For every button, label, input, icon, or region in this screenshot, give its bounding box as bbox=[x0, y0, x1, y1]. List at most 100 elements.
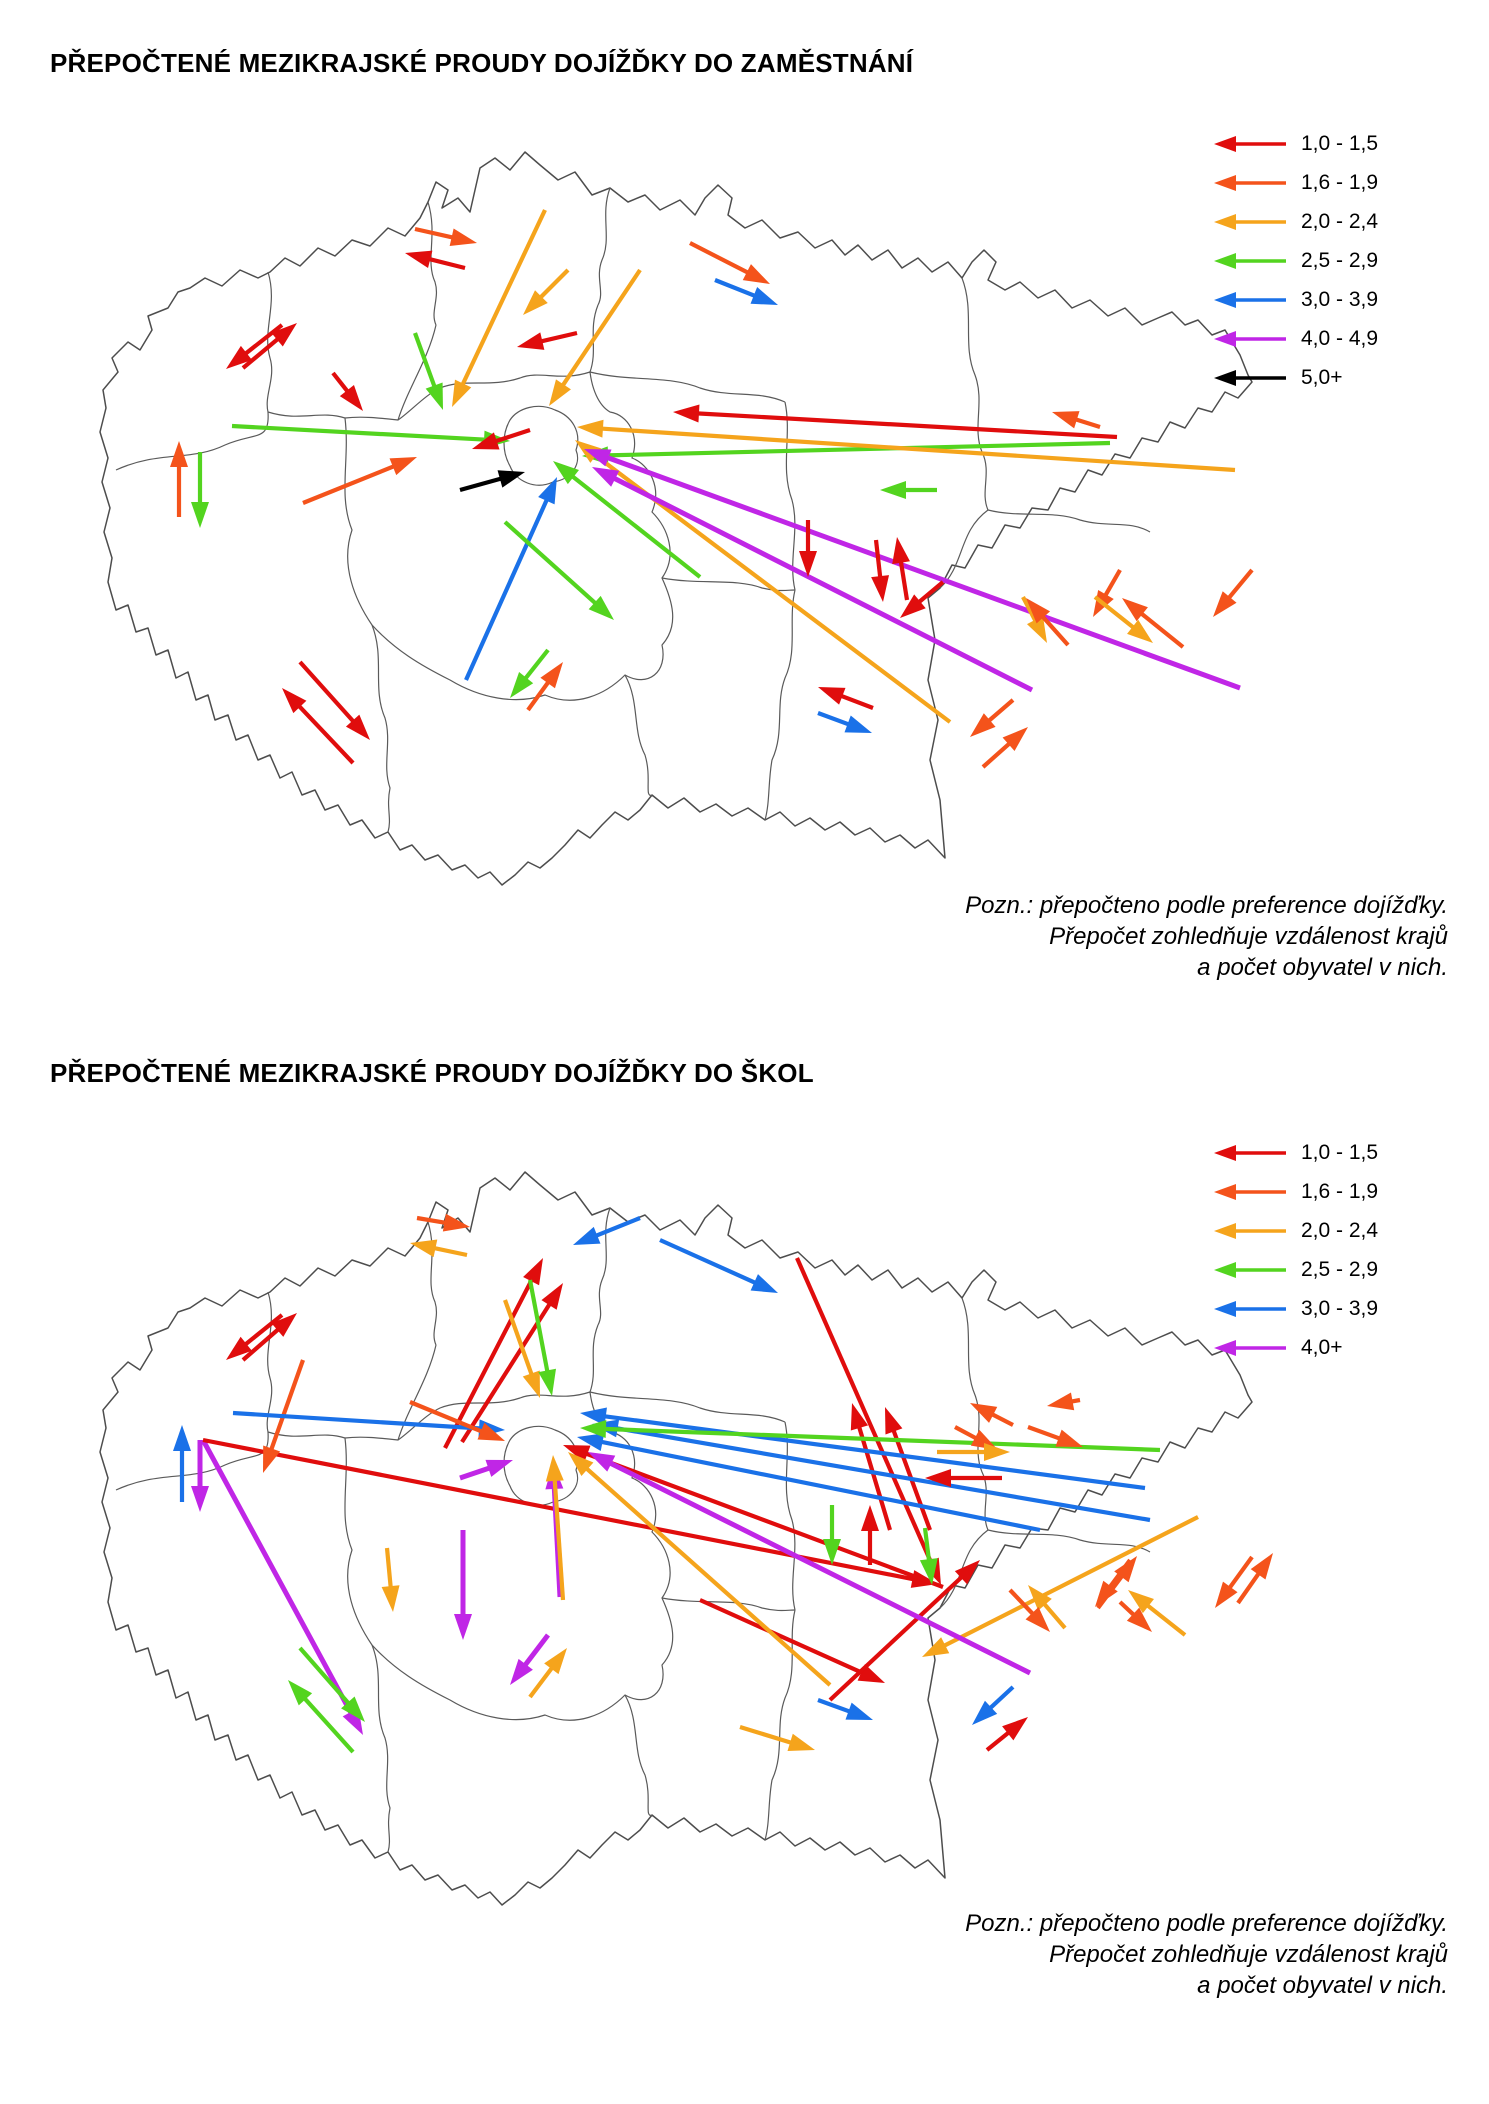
flow-arrow-head bbox=[497, 470, 525, 488]
legend-arrow-icon bbox=[1214, 1222, 1286, 1239]
legend-arrow-icon bbox=[1214, 1339, 1286, 1356]
flow-arrow-head bbox=[522, 1370, 540, 1398]
flow-arrow-head bbox=[673, 404, 700, 423]
flow-arrow-head bbox=[577, 419, 604, 438]
flow-arrow-head bbox=[563, 1445, 591, 1463]
flow-arrow-line bbox=[1145, 1603, 1187, 1637]
flow-arrow-line bbox=[527, 1279, 550, 1373]
flow-arrow-head bbox=[538, 477, 557, 505]
legend-arrow-icon bbox=[1214, 330, 1286, 347]
map-canvas-schools bbox=[99, 1171, 1273, 1906]
flow-arrow-head bbox=[925, 1469, 951, 1487]
flow-arrow-head bbox=[787, 1733, 815, 1751]
note-schools: Pozn.: přepočteno podle preference dojíž… bbox=[848, 1908, 1448, 2001]
flow-arrow-head bbox=[984, 1443, 1010, 1461]
flow-arrow-line bbox=[528, 1665, 555, 1699]
flow-arrow-head bbox=[1002, 727, 1028, 752]
flow-arrow-head bbox=[1026, 615, 1047, 643]
legend-label: 2,0 - 2,4 bbox=[1301, 1218, 1379, 1242]
flow-arrow-head bbox=[577, 1433, 605, 1451]
flow-arrow-line bbox=[990, 1412, 1014, 1427]
flow-arrow-line bbox=[873, 539, 883, 579]
flow-arrow-line bbox=[922, 1527, 932, 1562]
flow-arrow-head bbox=[861, 1505, 879, 1531]
flow-arrow-head bbox=[1026, 598, 1051, 624]
flow-arrow-line bbox=[243, 1313, 284, 1347]
legend-arrow-icon bbox=[1214, 174, 1286, 191]
flow-arrow-head bbox=[541, 1283, 563, 1310]
flow-arrow-head bbox=[880, 481, 906, 499]
flow-arrow-head bbox=[1055, 1429, 1083, 1447]
legend-arrow-icon bbox=[1214, 1144, 1286, 1161]
flow-arrow-line bbox=[1008, 1588, 1035, 1617]
flow-arrow-head bbox=[452, 379, 472, 407]
legend-arrow-icon bbox=[1214, 252, 1286, 269]
flow-arrow-line bbox=[302, 1696, 355, 1754]
flow-arrow-head bbox=[568, 1452, 594, 1477]
flow-arrow-head bbox=[844, 715, 872, 733]
flow-arrow-line bbox=[298, 660, 356, 724]
legend-label: 4,0 - 4,9 bbox=[1301, 326, 1379, 350]
flow-arrow-line bbox=[269, 1359, 305, 1452]
map-title-employment: PŘEPOČTENÉ MEZIKRAJSKÉ PROUDY DOJÍŽĎKY D… bbox=[50, 48, 914, 78]
flow-arrow-head bbox=[588, 595, 614, 620]
flow-arrow-head bbox=[1214, 369, 1236, 386]
flow-arrow-line bbox=[1042, 1601, 1067, 1630]
flow-arrow-head bbox=[477, 1422, 505, 1441]
flow-arrow-head bbox=[970, 1429, 998, 1450]
flow-arrow-line bbox=[522, 1633, 550, 1668]
flow-arrow-head bbox=[592, 467, 620, 487]
legend-item: 3,0 - 3,9 bbox=[1210, 1289, 1480, 1328]
flow-arrow-line bbox=[898, 560, 910, 601]
legend-item: 5,0+ bbox=[1210, 358, 1480, 397]
flow-arrow-line bbox=[409, 1400, 484, 1434]
flow-arrow-head bbox=[1214, 135, 1236, 152]
flow-arrow-head bbox=[1214, 1183, 1236, 1200]
flow-arrow-line bbox=[232, 1410, 482, 1431]
legend-label: 4,0+ bbox=[1301, 1335, 1343, 1359]
legend-label: 3,0 - 3,9 bbox=[1301, 1296, 1379, 1320]
flow-arrow-head bbox=[485, 1459, 513, 1477]
flow-arrow-head bbox=[472, 432, 500, 450]
flow-arrow-head bbox=[871, 575, 890, 602]
flow-arrow-line bbox=[605, 440, 1111, 458]
flow-arrow-head bbox=[341, 1696, 365, 1722]
note-line: Pozn.: přepočteno podle preference dojíž… bbox=[965, 1910, 1448, 1937]
flow-arrow-head bbox=[580, 1419, 607, 1438]
flow-arrow-line bbox=[817, 711, 851, 727]
flow-arrow-line bbox=[503, 1299, 534, 1377]
flow-arrow-head bbox=[857, 1664, 885, 1683]
flow-arrow-line bbox=[603, 1414, 1146, 1491]
flow-arrow-head bbox=[584, 449, 612, 467]
flow-arrow-head bbox=[818, 687, 846, 705]
flow-arrow-line bbox=[331, 371, 350, 394]
map-canvas-employment bbox=[99, 151, 1254, 886]
legend-label: 5,0+ bbox=[1301, 365, 1343, 389]
flow-arrow-head bbox=[538, 1368, 556, 1396]
flow-arrow-line bbox=[856, 1425, 893, 1531]
flow-arrow-head bbox=[970, 713, 996, 737]
flow-arrow-head bbox=[170, 441, 188, 467]
flow-arrow-head bbox=[1214, 213, 1236, 230]
flow-arrow-head bbox=[750, 1274, 778, 1293]
flow-arrow-head bbox=[523, 290, 548, 315]
flow-arrow-line bbox=[615, 1425, 1151, 1523]
legend-arrow-icon bbox=[1214, 291, 1286, 308]
flow-arrow-line bbox=[1107, 1558, 1132, 1590]
flow-arrow-head bbox=[1095, 1580, 1118, 1607]
legend-item: 1,6 - 1,9 bbox=[1210, 163, 1480, 202]
legend-label: 2,5 - 2,9 bbox=[1301, 248, 1379, 272]
flow-arrow-line bbox=[839, 693, 874, 710]
legend-label: 1,0 - 1,5 bbox=[1301, 131, 1379, 155]
legend-item: 4,0+ bbox=[1210, 1328, 1480, 1367]
flow-arrow-head bbox=[900, 594, 926, 618]
flow-arrows-employment bbox=[170, 209, 1254, 769]
flow-arrow-line bbox=[612, 475, 1034, 693]
flow-arrow-head bbox=[442, 1213, 470, 1232]
flow-arrow-line bbox=[1103, 568, 1122, 598]
flow-arrow-head bbox=[191, 1486, 209, 1512]
flow-arrow-head bbox=[405, 250, 433, 269]
flow-arrow-head bbox=[454, 1614, 472, 1640]
flow-arrow-head bbox=[1214, 1339, 1236, 1356]
